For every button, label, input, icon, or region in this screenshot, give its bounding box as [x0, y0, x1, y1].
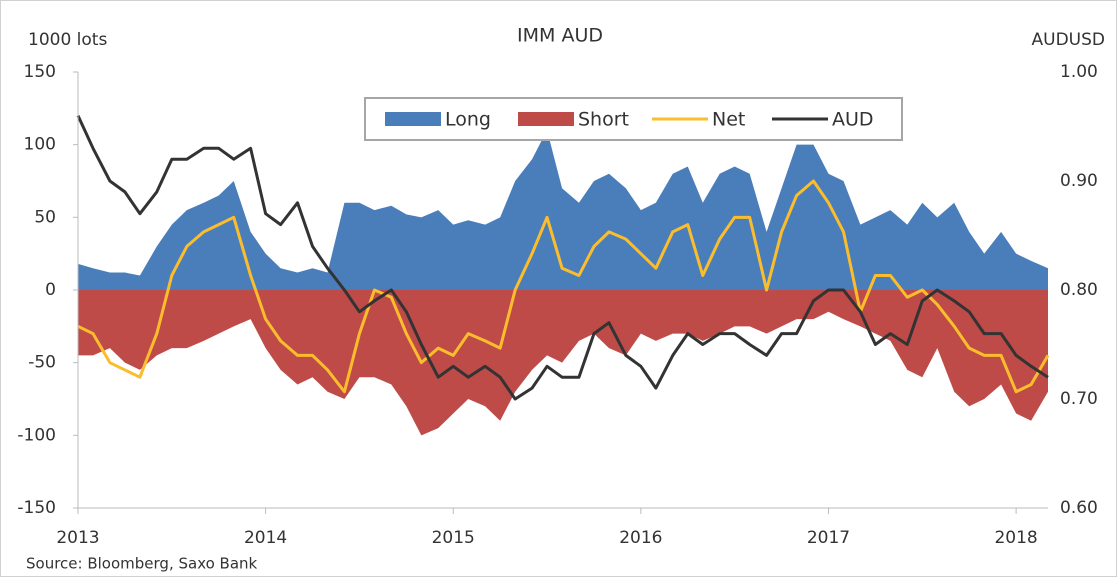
y-axis-label: 1000 lots	[28, 30, 107, 50]
y-tick-label: -100	[17, 425, 56, 445]
line	[77, 179, 1050, 394]
y-tick-label: 50	[34, 207, 56, 227]
chart-title: IMM AUD	[517, 25, 603, 47]
x-tick-label: 2017	[807, 528, 850, 548]
source: Source: Bloomberg, Saxo Bank	[26, 555, 258, 573]
legend-label: Long	[445, 109, 491, 131]
legend: Long Short Net AUD	[364, 97, 903, 141]
legend-swatch	[385, 112, 441, 126]
legend-label: Net	[712, 109, 745, 131]
y2-tick-label: 1.00	[1060, 62, 1098, 82]
legend-label: AUD	[832, 109, 874, 131]
y-tick-label: -150	[17, 498, 56, 518]
y2-axis-label: AUDUSD	[1032, 30, 1106, 50]
y-tick-label: 150	[24, 62, 56, 82]
x-tick-label: 2013	[56, 528, 99, 548]
y2-tick-label: 0.90	[1060, 171, 1098, 191]
x-tick-label: 2016	[619, 528, 662, 548]
line	[76, 114, 1049, 401]
legend-swatch	[518, 112, 574, 126]
x-tick-label: 2014	[244, 528, 287, 548]
y-tick-label: -50	[28, 353, 56, 373]
y-tick-label: 100	[24, 135, 56, 155]
y2-tick-label: 0.70	[1060, 389, 1098, 409]
area	[78, 290, 1048, 436]
y2-tick-label: 0.60	[1060, 498, 1098, 518]
x-tick-label: 2015	[432, 528, 475, 548]
legend-label: Short	[578, 109, 629, 131]
area	[78, 130, 1048, 290]
y2-tick-label: 0.80	[1060, 280, 1098, 300]
x-tick-label: 2018	[994, 528, 1037, 548]
y-tick-label: 0	[45, 280, 56, 300]
